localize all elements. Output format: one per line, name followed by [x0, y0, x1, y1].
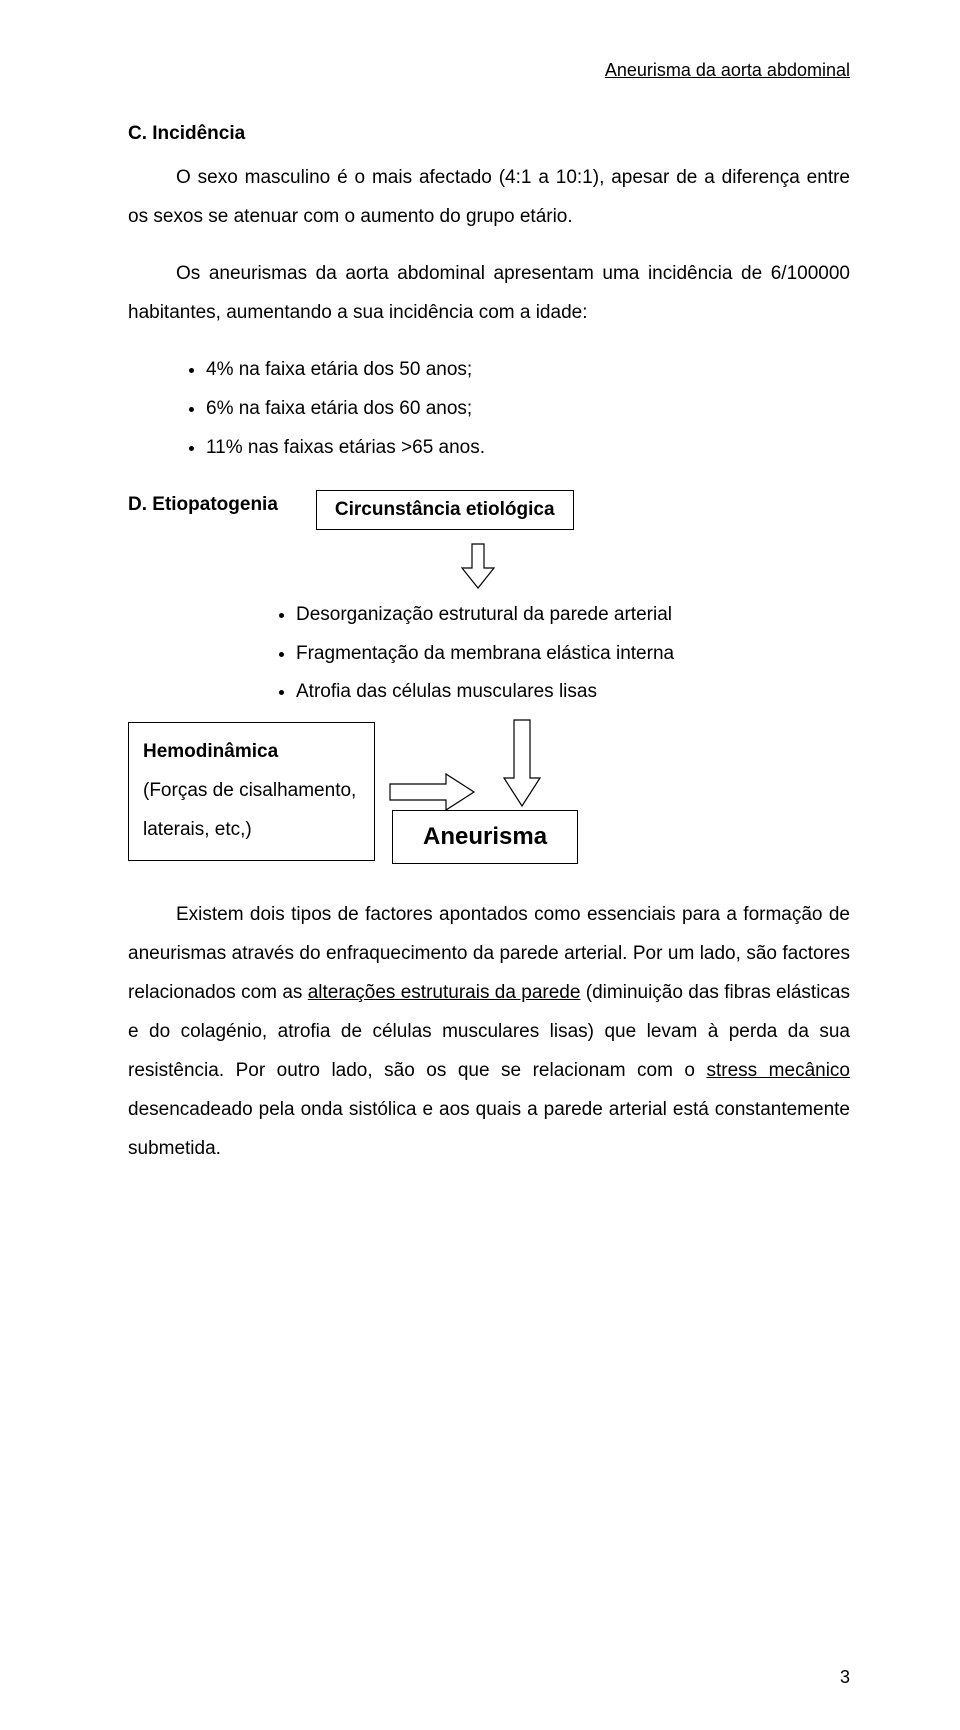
section-c-p1: O sexo masculino é o mais afectado (4:1 … — [128, 159, 850, 237]
section-c-p2: Os aneurismas da aorta abdominal apresen… — [128, 255, 850, 333]
underlined-text: alterações estruturais da parede — [308, 982, 581, 1003]
body-text: desencadeado pela onda sistólica e aos q… — [128, 1099, 850, 1159]
section-c-title: C. Incidência — [128, 123, 850, 145]
body-paragraph: Existem dois tipos de factores apontados… — [128, 896, 850, 1169]
section-c-bullets: 4% na faixa etária dos 50 anos; 6% na fa… — [128, 351, 850, 468]
hemo-line-1: Hemodinâmica — [143, 733, 356, 772]
bullet-item: Desorganização estrutural da parede arte… — [296, 596, 850, 635]
arrow-down-icon — [500, 718, 544, 810]
bullet-item: Atrofia das células musculares lisas — [296, 673, 850, 712]
bullet-item: 6% na faixa etária dos 60 anos; — [206, 390, 850, 429]
underlined-text: stress mecânico — [707, 1060, 851, 1081]
running-header: Aneurisma da aorta abdominal — [128, 60, 850, 81]
bullet-item: 4% na faixa etária dos 50 anos; — [206, 351, 850, 390]
hemo-line-3: laterais, etc,) — [143, 811, 356, 850]
effects-bullets: Desorganização estrutural da parede arte… — [128, 596, 850, 713]
bullet-item: Fragmentação da membrana elástica intern… — [296, 635, 850, 674]
hemo-line-2: (Forças de cisalhamento, — [143, 772, 356, 811]
bullet-item: 11% nas faixas etárias >65 anos. — [206, 429, 850, 468]
arrow-right-icon — [388, 770, 478, 814]
section-d-title: D. Etiopatogenia — [128, 494, 278, 516]
arrow-down-icon — [458, 542, 850, 590]
hemodynamica-box: Hemodinâmica (Forças de cisalhamento, la… — [128, 722, 375, 861]
aneurisma-box: Aneurisma — [392, 810, 578, 864]
circunstancia-box: Circunstância etiológica — [316, 490, 574, 530]
page-number: 3 — [840, 1667, 850, 1688]
